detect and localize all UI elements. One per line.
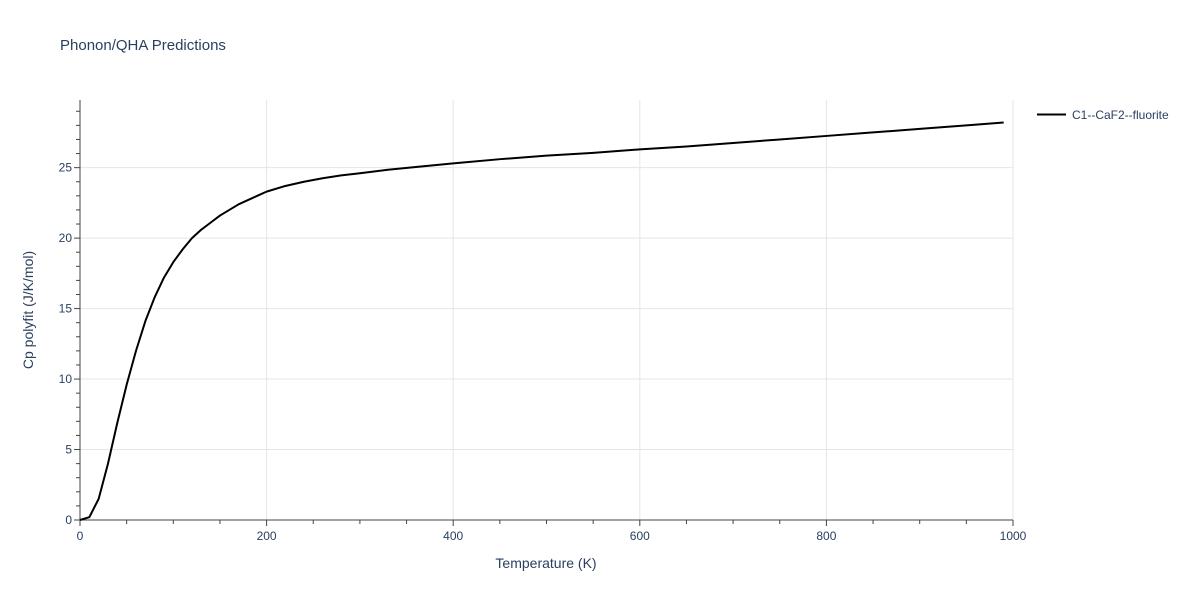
x-tick-label: 400: [443, 529, 463, 543]
y-tick-label: 5: [65, 443, 72, 457]
y-tick-label: 10: [59, 372, 73, 386]
x-tick-label: 800: [816, 529, 836, 543]
plot-area: [79, 121, 1004, 521]
legend[interactable]: C1--CaF2--fluorite: [1037, 108, 1169, 122]
chart-title: Phonon/QHA Predictions: [60, 37, 226, 54]
y-tick-label: 15: [59, 302, 73, 316]
y-tick-label: 25: [59, 161, 73, 175]
series-line-0[interactable]: [79, 121, 1004, 521]
legend-label: C1--CaF2--fluorite: [1072, 108, 1169, 122]
y-axis-title: Cp polyfit (J/K/mol): [20, 251, 36, 369]
x-tick-label: 200: [257, 529, 277, 543]
axes: 0 200 400 600 800 1000 0 5 10 15 20 25: [59, 100, 1027, 543]
y-tick-label: 0: [65, 513, 72, 527]
grid-lines: [80, 100, 1014, 520]
x-tick-label: 1000: [1000, 529, 1027, 543]
y-tick-label: 20: [59, 231, 73, 245]
x-tick-label: 0: [77, 529, 84, 543]
x-axis-title: Temperature (K): [495, 555, 596, 571]
x-tick-label: 600: [630, 529, 650, 543]
